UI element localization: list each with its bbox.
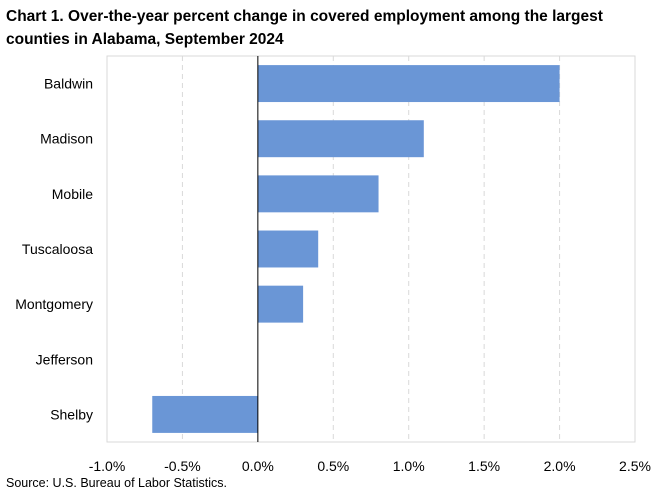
- bar-tuscaloosa: [257, 230, 319, 268]
- category-label: Mobile: [52, 186, 93, 202]
- x-tick-label: 2.0%: [544, 458, 576, 474]
- x-tick-label: -0.5%: [164, 458, 201, 474]
- bar-mobile: [257, 175, 379, 213]
- bar-shelby: [152, 395, 258, 433]
- x-tick-label: 1.5%: [468, 458, 500, 474]
- x-tick-label: 2.5%: [619, 458, 651, 474]
- category-label: Jefferson: [36, 351, 93, 367]
- bar-baldwin: [257, 65, 560, 103]
- source-note: Source: U.S. Bureau of Labor Statistics.: [6, 476, 227, 490]
- bar-montgomery: [257, 285, 304, 323]
- category-label: Tuscaloosa: [22, 241, 93, 257]
- x-tick-label: 0.0%: [242, 458, 274, 474]
- chart-title: Chart 1. Over-the-year percent change in…: [6, 8, 603, 48]
- x-tick-label: 1.0%: [393, 458, 425, 474]
- x-tick-label: -1.0%: [89, 458, 126, 474]
- category-label: Baldwin: [44, 76, 93, 92]
- x-tick-label: 0.5%: [317, 458, 349, 474]
- bar-madison: [257, 120, 424, 158]
- category-label: Madison: [40, 131, 93, 147]
- category-label: Montgomery: [15, 296, 93, 312]
- plot-area: [106, 55, 636, 443]
- category-label: Shelby: [50, 406, 93, 422]
